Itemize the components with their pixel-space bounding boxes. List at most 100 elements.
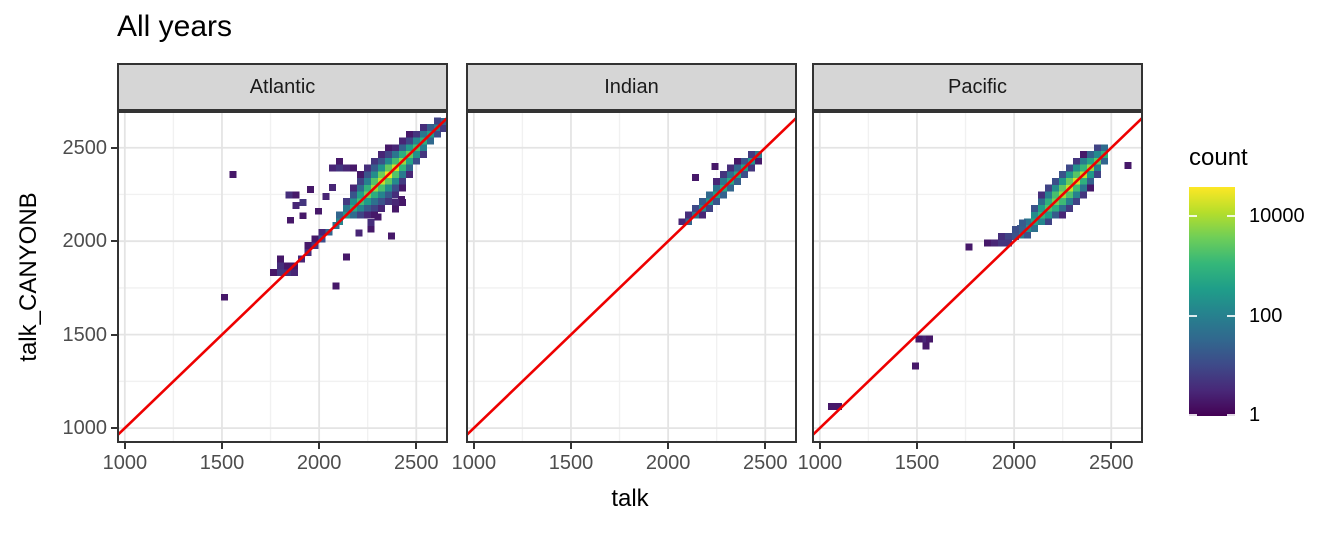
- bin-cell: [311, 235, 319, 243]
- bin-cell: [1086, 157, 1094, 165]
- bin-cell: [356, 184, 364, 192]
- bin-cell: [747, 151, 755, 158]
- bin-cell: [419, 130, 427, 138]
- bin-cell: [349, 191, 357, 199]
- bin-cell: [349, 164, 357, 172]
- bin-cell: [1086, 151, 1094, 158]
- bin-cell: [304, 242, 312, 250]
- bin-cell: [712, 184, 720, 192]
- bin-cell: [1051, 184, 1059, 192]
- bin-cell: [1044, 198, 1052, 205]
- bin-cell: [412, 157, 420, 165]
- bin-cell: [374, 213, 382, 221]
- x-tick-label: 2000: [296, 452, 342, 474]
- facet-strip: Pacific: [812, 63, 1143, 111]
- bin-cell: [1012, 232, 1020, 240]
- bin-cell: [384, 144, 392, 152]
- bin-cell: [342, 253, 350, 261]
- bin-cell: [363, 198, 371, 205]
- bin-cell: [276, 262, 284, 270]
- bin-cell: [678, 218, 686, 226]
- bin-cell: [370, 211, 378, 219]
- bin-cell: [1058, 177, 1066, 185]
- y-tick-label: 2500: [62, 136, 108, 159]
- bin-cell: [733, 157, 741, 165]
- bin-cell: [377, 171, 385, 179]
- bin-cell: [370, 204, 378, 212]
- bin-cell: [712, 177, 720, 185]
- bin-cell: [356, 191, 364, 199]
- bin-cell: [363, 204, 371, 212]
- bin-cell: [391, 184, 399, 192]
- bin-cell: [918, 335, 926, 343]
- bin-cell: [398, 177, 406, 185]
- bin-cell: [391, 177, 399, 185]
- bin-cell: [367, 225, 375, 233]
- bin-cell: [1093, 144, 1101, 152]
- bin-cell: [363, 171, 371, 179]
- x-tick: [569, 443, 572, 449]
- bin-cell: [405, 130, 413, 138]
- bin-cell: [356, 211, 364, 219]
- bin-cell: [391, 144, 399, 152]
- bin-cell: [384, 198, 392, 205]
- bin-cell: [335, 157, 343, 165]
- bin-cell: [684, 211, 692, 219]
- bin-cell: [698, 198, 706, 205]
- x-tick: [318, 443, 321, 449]
- bin-cell: [276, 269, 284, 277]
- legend-tick: [1227, 414, 1235, 416]
- x-tick: [667, 443, 670, 449]
- y-tick: [111, 427, 117, 430]
- bin-cell: [1065, 171, 1073, 179]
- bin-cell: [342, 204, 350, 212]
- bin-cell: [391, 205, 399, 213]
- bin-cell: [384, 184, 392, 192]
- bin-cell: [1044, 211, 1052, 219]
- facet-strip-label: Pacific: [948, 75, 1007, 98]
- legend-tick-label: 1: [1249, 404, 1261, 426]
- bin-cell: [1044, 184, 1052, 192]
- bin-cell: [1079, 151, 1087, 158]
- bin-cell: [1030, 211, 1038, 219]
- bin-cell: [922, 342, 930, 350]
- bin-cell: [1079, 191, 1087, 199]
- bin-cell: [1037, 218, 1045, 226]
- bin-cell: [740, 171, 748, 179]
- x-tick-label: 2000: [645, 452, 691, 474]
- facet-panel: [466, 111, 797, 443]
- bin-cell: [349, 211, 357, 219]
- bin-cell: [342, 198, 350, 205]
- bin-cell: [1072, 171, 1080, 179]
- x-tick-label: 1000: [451, 452, 497, 474]
- bin-cell: [370, 164, 378, 172]
- bin-cell: [1030, 225, 1038, 232]
- bin-cell: [433, 117, 441, 125]
- bin-cell: [391, 191, 399, 199]
- bin-cell: [398, 164, 406, 172]
- bin-cell: [1079, 164, 1087, 172]
- panel-canvas: [119, 113, 446, 441]
- bin-cell: [828, 403, 835, 410]
- bin-cell: [1086, 184, 1094, 192]
- bin-cell: [384, 191, 392, 199]
- x-tick-label: 1000: [797, 452, 843, 474]
- bin-cell: [419, 151, 427, 158]
- bin-cell: [691, 204, 699, 212]
- x-tick-label: 1000: [102, 452, 148, 474]
- bin-cell: [1058, 184, 1066, 192]
- x-tick-label: 1500: [894, 452, 940, 474]
- bin-cell: [747, 164, 755, 172]
- bin-cell: [1037, 204, 1045, 212]
- bin-cell: [377, 184, 385, 192]
- bin-cell: [925, 335, 933, 343]
- x-tick: [123, 443, 126, 449]
- bin-cell: [719, 177, 727, 185]
- bin-cell: [398, 144, 406, 152]
- bin-cell: [363, 211, 371, 219]
- bin-cell: [322, 192, 330, 200]
- bin-cell: [292, 191, 300, 199]
- bin-cell: [1058, 171, 1066, 179]
- bin-cell: [1086, 177, 1094, 185]
- bin-cell: [1023, 218, 1031, 226]
